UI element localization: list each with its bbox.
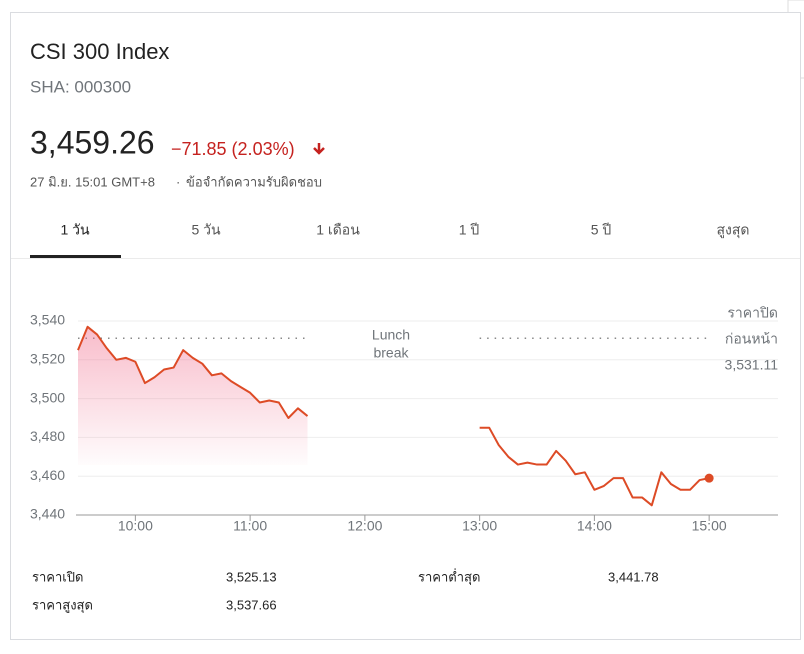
previous-close-text: ราคาปิด <box>727 305 778 321</box>
y-tick-label: 3,520 <box>30 351 65 367</box>
stat-value: 3,441.78 <box>608 569 659 584</box>
last-point <box>704 473 714 483</box>
disclaimer[interactable]: ข้อจำกัดความรับผิดชอบ <box>186 174 322 189</box>
stat-label: ราคาต่ำสุด <box>418 568 480 585</box>
y-tick-label: 3,500 <box>30 389 65 405</box>
x-tick-label: 13:00 <box>462 518 497 534</box>
x-tick-label: 14:00 <box>577 518 612 534</box>
tab[interactable]: สูงสุด <box>716 222 749 239</box>
change: −71.85 (2.03%) <box>171 139 295 159</box>
y-tick-label: 3,440 <box>30 506 65 522</box>
x-tick-label: 12:00 <box>347 518 382 534</box>
stat-value: 3,537.66 <box>226 597 277 612</box>
x-tick-label: 15:00 <box>692 518 727 534</box>
tab[interactable]: 5 ปี <box>591 222 612 238</box>
y-tick-label: 3,540 <box>30 312 65 328</box>
stat-label: ราคาสูงสุด <box>32 597 93 613</box>
timestamp: 27 มิ.ย. 15:01 GMT+8 <box>30 174 155 189</box>
price-line <box>77 325 710 507</box>
price: 3,459.26 <box>30 124 155 160</box>
tab[interactable]: 1 ปี <box>459 222 480 238</box>
symbol: SHA: 000300 <box>30 77 131 96</box>
annotation: break <box>373 345 409 361</box>
area-fill <box>78 326 308 465</box>
y-tick-label: 3,480 <box>30 428 65 444</box>
tab[interactable]: 1 เดือน <box>316 222 360 238</box>
y-tick-label: 3,460 <box>30 467 65 483</box>
card <box>10 12 801 640</box>
down-arrow <box>313 143 325 155</box>
title: CSI 300 Index <box>30 39 169 64</box>
stat-label: ราคาเปิด <box>32 569 83 584</box>
previous-close-value: 3,531.11 <box>725 357 779 373</box>
separator: · <box>176 174 180 189</box>
previous-close-text: ก่อนหน้า <box>725 331 778 347</box>
annotation: Lunch <box>372 327 410 343</box>
tab[interactable]: 5 วัน <box>191 222 221 238</box>
x-tick-label: 11:00 <box>233 518 267 534</box>
x-tick-label: 10:00 <box>118 518 153 534</box>
stat-value: 3,525.13 <box>226 569 277 584</box>
tab[interactable]: 1 วัน <box>60 222 90 238</box>
tab-underline <box>30 255 121 258</box>
